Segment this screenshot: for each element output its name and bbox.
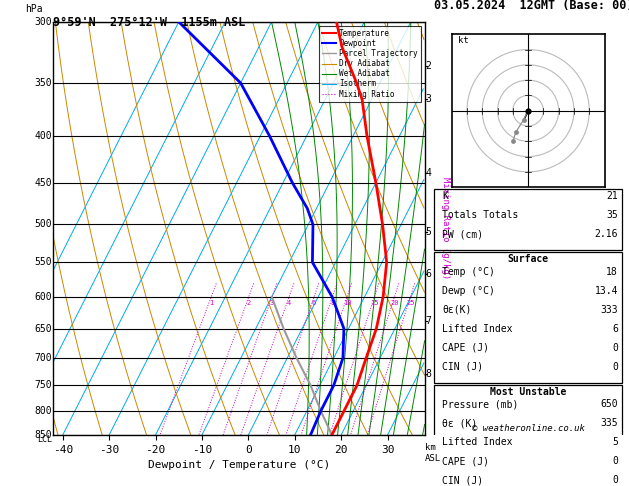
Text: 03.05.2024  12GMT (Base: 00): 03.05.2024 12GMT (Base: 00)	[434, 0, 629, 12]
Text: 400: 400	[35, 131, 52, 141]
Text: 35: 35	[606, 210, 618, 220]
Text: Surface: Surface	[508, 255, 548, 264]
Legend: Temperature, Dewpoint, Parcel Trajectory, Dry Adiabat, Wet Adiabat, Isotherm, Mi: Temperature, Dewpoint, Parcel Trajectory…	[320, 26, 421, 102]
Text: LCL: LCL	[37, 434, 52, 444]
Point	[508, 138, 518, 145]
Text: θε (K): θε (K)	[442, 418, 477, 429]
Text: 7: 7	[425, 316, 431, 326]
Text: 500: 500	[35, 220, 52, 229]
Text: 8: 8	[330, 300, 335, 306]
Text: 350: 350	[35, 78, 52, 88]
Text: CAPE (J): CAPE (J)	[442, 456, 489, 467]
Text: 700: 700	[35, 353, 52, 363]
Text: 15: 15	[370, 300, 379, 306]
Text: 800: 800	[35, 406, 52, 416]
Bar	[434, 385, 622, 486]
Text: 25: 25	[406, 300, 415, 306]
Text: 2: 2	[247, 300, 251, 306]
Text: 13.4: 13.4	[594, 286, 618, 296]
Text: 9°59'N  275°12'W  1155m ASL: 9°59'N 275°12'W 1155m ASL	[53, 16, 246, 29]
Text: 333: 333	[601, 305, 618, 315]
Text: θε(K): θε(K)	[442, 305, 472, 315]
X-axis label: Dewpoint / Temperature (°C): Dewpoint / Temperature (°C)	[148, 460, 330, 470]
Text: 4: 4	[425, 169, 431, 178]
Text: 6: 6	[612, 324, 618, 334]
Text: 0: 0	[612, 343, 618, 353]
Text: 335: 335	[601, 418, 618, 429]
Text: 2: 2	[425, 61, 431, 71]
Text: 850: 850	[35, 430, 52, 440]
Text: K: K	[442, 191, 448, 201]
Text: Pressure (mb): Pressure (mb)	[442, 399, 518, 409]
Text: 3: 3	[270, 300, 274, 306]
Text: Mixing Ratio (g/kg): Mixing Ratio (g/kg)	[440, 177, 450, 279]
Text: 450: 450	[35, 178, 52, 188]
Text: 650: 650	[601, 399, 618, 409]
Text: 600: 600	[35, 292, 52, 302]
Text: 5: 5	[425, 227, 431, 237]
Text: 550: 550	[35, 257, 52, 267]
Bar	[434, 252, 622, 383]
Text: 750: 750	[35, 381, 52, 390]
Text: PW (cm): PW (cm)	[442, 229, 483, 239]
Point	[523, 107, 533, 115]
Text: CAPE (J): CAPE (J)	[442, 343, 489, 353]
Text: 2.16: 2.16	[594, 229, 618, 239]
Text: 1: 1	[209, 300, 213, 306]
Text: 650: 650	[35, 324, 52, 333]
Text: hPa: hPa	[26, 3, 43, 14]
Text: CIN (J): CIN (J)	[442, 475, 483, 486]
Text: 20: 20	[390, 300, 399, 306]
Text: 5: 5	[612, 437, 618, 448]
Text: kt: kt	[458, 36, 469, 45]
Text: CIN (J): CIN (J)	[442, 362, 483, 372]
Text: Lifted Index: Lifted Index	[442, 437, 513, 448]
Text: 0: 0	[612, 456, 618, 467]
Text: 21: 21	[606, 191, 618, 201]
Text: 0: 0	[612, 362, 618, 372]
Text: Dewp (°C): Dewp (°C)	[442, 286, 495, 296]
Text: Most Unstable: Most Unstable	[490, 387, 566, 397]
Text: 6: 6	[312, 300, 316, 306]
Text: 18: 18	[606, 267, 618, 277]
Text: 4: 4	[287, 300, 291, 306]
Point	[518, 116, 528, 124]
Text: © weatheronline.co.uk: © weatheronline.co.uk	[472, 424, 584, 433]
Text: km
ASL: km ASL	[425, 443, 441, 463]
Point	[511, 128, 521, 136]
Text: Totals Totals: Totals Totals	[442, 210, 518, 220]
Bar	[434, 189, 622, 250]
Text: Lifted Index: Lifted Index	[442, 324, 513, 334]
Text: 6: 6	[425, 269, 431, 279]
Text: Temp (°C): Temp (°C)	[442, 267, 495, 277]
Text: 0: 0	[612, 475, 618, 486]
Text: 3: 3	[425, 94, 431, 104]
Text: 300: 300	[35, 17, 52, 27]
Text: 10: 10	[343, 300, 352, 306]
Text: 8: 8	[425, 369, 431, 379]
